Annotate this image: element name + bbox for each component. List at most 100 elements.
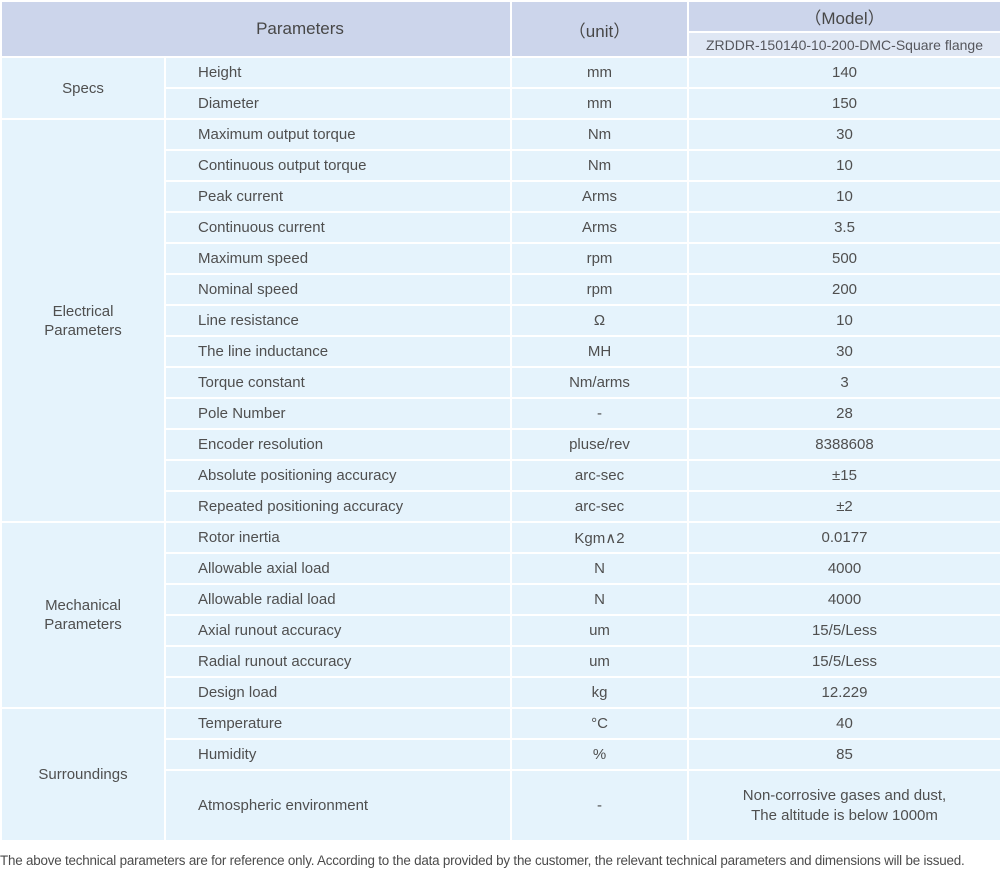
param-value: 4000 [687, 552, 1000, 585]
param-value: 8388608 [687, 428, 1000, 461]
param-unit: Nm/arms [510, 366, 689, 399]
table-row: Allowable axial load N 4000 [1, 552, 1000, 585]
param-name: Allowable radial load [164, 583, 512, 616]
param-value: 10 [687, 180, 1000, 213]
table-row: Axial runout accuracy um 15/5/Less [1, 614, 1000, 647]
param-name: The line inductance [164, 335, 512, 368]
param-unit: rpm [510, 242, 689, 275]
table-row: Torque constant Nm/arms 3 [1, 366, 1000, 399]
table-row: Maximum speed rpm 500 [1, 242, 1000, 275]
table-row: Atmospheric environment - Non-corrosive … [1, 769, 1000, 842]
param-unit: Arms [510, 180, 689, 213]
param-name: Radial runout accuracy [164, 645, 512, 678]
param-unit: - [510, 397, 689, 430]
table-row: Continuous current Arms 3.5 [1, 211, 1000, 244]
param-name: Encoder resolution [164, 428, 512, 461]
param-name: Peak current [164, 180, 512, 213]
param-unit: Arms [510, 211, 689, 244]
param-unit: mm [510, 87, 689, 120]
param-unit: Nm [510, 118, 689, 151]
param-value: 150 [687, 87, 1000, 120]
header-model-subrow: ZRDDR-150140-10-200-DMC-Square flange [1, 31, 1000, 58]
table-row: Nominal speed rpm 200 [1, 273, 1000, 306]
param-name: Diameter [164, 87, 512, 120]
table-row: Mechanical Parameters Rotor inertia Kgm∧… [0, 521, 1000, 709]
param-value: 28 [687, 397, 1000, 430]
param-name: Atmospheric environment [164, 769, 512, 842]
param-name: Maximum speed [164, 242, 512, 275]
param-unit: N [510, 552, 689, 585]
param-unit: rpm [510, 273, 689, 306]
param-name: Height [164, 56, 512, 89]
group-cell-surroundings: Surroundings [0, 707, 166, 842]
param-unit: Nm [510, 149, 689, 182]
param-name: Continuous output torque [164, 149, 512, 182]
param-unit: N [510, 583, 689, 616]
header-parameters: Parameters [0, 0, 512, 58]
param-name: Rotor inertia [164, 521, 512, 554]
param-unit: % [510, 738, 689, 771]
table-row: Electrical Parameters Maximum output tor… [0, 118, 1000, 523]
param-name: Line resistance [164, 304, 512, 337]
header-row: Parameters （unit） （Model） [0, 0, 1000, 58]
param-unit: mm [510, 56, 689, 89]
group-cell-specs: Specs [0, 56, 166, 120]
table-row: Peak current Arms 10 [1, 180, 1000, 213]
param-name: Pole Number [164, 397, 512, 430]
table-row: Radial runout accuracy um 15/5/Less [1, 645, 1000, 678]
param-unit: Ω [510, 304, 689, 337]
group-label: Specs [62, 79, 104, 97]
param-unit: Kgm∧2 [510, 521, 689, 554]
param-name: Absolute positioning accuracy [164, 459, 512, 492]
param-value: ±2 [687, 490, 1000, 523]
group-label: Surroundings [38, 766, 128, 783]
param-value: 4000 [687, 583, 1000, 616]
table-row: Humidity % 85 [1, 738, 1000, 771]
param-unit: kg [510, 676, 689, 709]
param-value: 12.229 [687, 676, 1000, 709]
param-value: 85 [687, 738, 1000, 771]
param-name: Maximum output torque [164, 118, 512, 151]
header-model: （Model） [687, 0, 1000, 33]
param-value: 200 [687, 273, 1000, 306]
table-row: Absolute positioning accuracy arc-sec ±1… [1, 459, 1000, 492]
param-value: 10 [687, 149, 1000, 182]
param-value: 15/5/Less [687, 645, 1000, 678]
group-label: Mechanical Parameters [44, 597, 122, 633]
param-name: Torque constant [164, 366, 512, 399]
param-value: 15/5/Less [687, 614, 1000, 647]
spec-table: Parameters （unit） （Model） ZRDDR-150140-1… [0, 0, 1000, 842]
table-row: Diameter mm 150 [1, 87, 1000, 120]
param-value: 500 [687, 242, 1000, 275]
param-name: Design load [164, 676, 512, 709]
table-row: Repeated positioning accuracy arc-sec ±2 [1, 490, 1000, 523]
table-row: Encoder resolution pluse/rev 8388608 [1, 428, 1000, 461]
param-name: Allowable axial load [164, 552, 512, 585]
group-label: Electrical Parameters [44, 302, 122, 339]
param-value: 140 [687, 56, 1000, 89]
param-unit: °C [510, 707, 689, 740]
header-model-value: ZRDDR-150140-10-200-DMC-Square flange [687, 31, 1000, 58]
table-row: Continuous output torque Nm 10 [1, 149, 1000, 182]
param-unit: um [510, 614, 689, 647]
table-row: Surroundings Temperature °C 40 [0, 707, 1000, 842]
table-row: Allowable radial load N 4000 [1, 583, 1000, 616]
param-value: 3.5 [687, 211, 1000, 244]
param-name: Repeated positioning accuracy [164, 490, 512, 523]
param-value: 10 [687, 304, 1000, 337]
param-name: Axial runout accuracy [164, 614, 512, 647]
param-unit: arc-sec [510, 490, 689, 523]
param-value: 3 [687, 366, 1000, 399]
table-row: The line inductance MH 30 [1, 335, 1000, 368]
table-row: Specs Height mm 140 [0, 56, 1000, 120]
group-cell-mechanical: Mechanical Parameters [0, 521, 166, 709]
param-name: Temperature [164, 707, 512, 740]
param-value: Non-corrosive gases and dust, The altitu… [687, 769, 1000, 842]
param-unit: arc-sec [510, 459, 689, 492]
param-value: 0.0177 [687, 521, 1000, 554]
header-unit: （unit） [510, 0, 689, 58]
table-row: Line resistance Ω 10 [1, 304, 1000, 337]
param-unit: pluse/rev [510, 428, 689, 461]
param-value: 30 [687, 118, 1000, 151]
param-name: Nominal speed [164, 273, 512, 306]
